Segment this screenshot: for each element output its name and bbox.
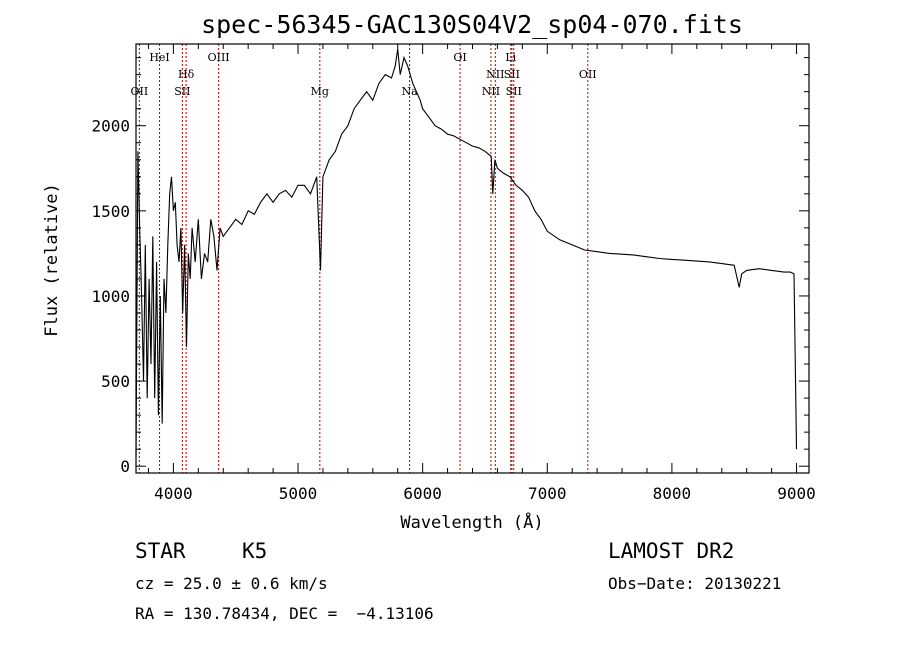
survey-label: LAMOST DR2	[608, 539, 735, 563]
x-tick-label: 6000	[403, 484, 442, 503]
y-tick-label: 500	[101, 372, 130, 391]
spectral-line-label: NII	[482, 85, 500, 98]
redshift-info: cz = 25.0 ± 0.6 km/s	[135, 574, 328, 593]
y-tick-label: 1500	[91, 202, 130, 221]
y-tick-label: 1000	[91, 287, 130, 306]
spectral-line-label: OIII	[208, 51, 230, 64]
spectral-line-label: HeI	[149, 51, 169, 64]
x-tick-label: 7000	[528, 484, 567, 503]
x-tick-label: 9000	[777, 484, 816, 503]
x-axis-label: Wavelength (Å)	[400, 511, 543, 533]
spectral-line-label: SII	[174, 85, 190, 98]
spectral-line-label: Mg	[311, 85, 329, 98]
spectral-line-label: Li	[505, 51, 516, 64]
spectral-line-label: Na	[401, 85, 418, 98]
spectral-line-label: OII	[579, 68, 597, 81]
y-tick-label: 2000	[91, 117, 130, 136]
spectral-line-label: Hδ	[178, 68, 195, 81]
coordinates-info: RA = 130.78434, DEC = −4.13106	[135, 604, 434, 623]
object-subclass: K5	[242, 539, 268, 563]
spectral-line-label: SII	[504, 68, 520, 81]
x-tick-label: 5000	[279, 484, 318, 503]
x-tick-label: 4000	[154, 484, 193, 503]
spectral-line-label: NII	[486, 68, 504, 81]
spectrum-series-line	[135, 49, 798, 458]
axis-ticks-layer: 4000 5000 6000 7000 8000 9000 0 500 1000 1500 2000	[91, 44, 816, 503]
x-tick-label: 8000	[653, 484, 692, 503]
plot-frame	[135, 43, 810, 474]
spectral-line-label: SII	[506, 85, 522, 98]
observation-date: Obs−Date: 20130221	[608, 574, 782, 593]
y-tick-label: 0	[120, 457, 130, 476]
y-axis-label: Flux (relative)	[42, 183, 62, 337]
chart-title: spec-56345-GAC130S04V2_sp04-070.fits	[201, 10, 743, 39]
spectral-line-label: OI	[453, 51, 466, 64]
object-class: STAR	[135, 539, 186, 563]
